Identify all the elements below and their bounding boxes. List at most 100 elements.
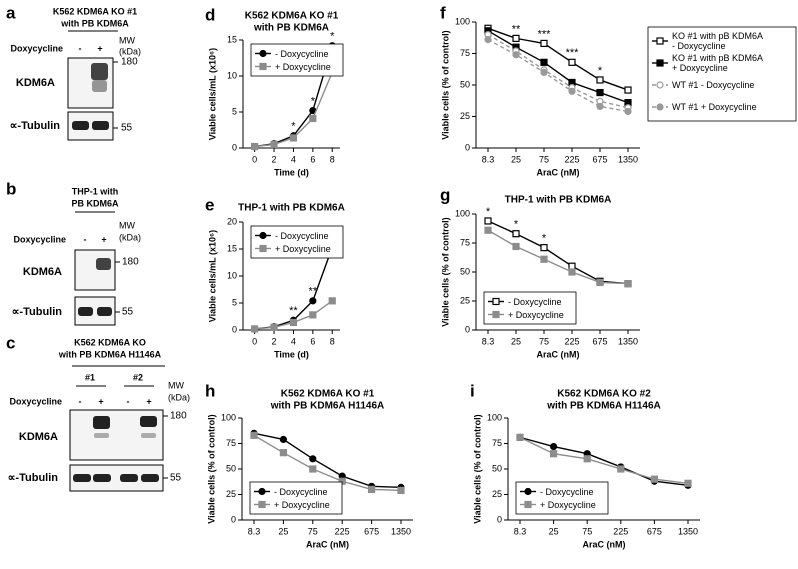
x-tick-label: 675 [592,336,607,346]
x-axis-label: AraC (nM) [306,539,349,549]
marker [512,230,520,238]
x-tick-label: 25 [278,526,288,536]
x-tick-label: 25 [549,526,559,536]
clone-label: #2 [133,372,143,382]
mw-marker: 55 [170,473,182,484]
treatment-label: Doxycycline [13,234,66,244]
x-tick-label: 2 [272,336,277,346]
band [93,474,111,482]
legend-label: - Doxycycline [274,486,328,497]
marker [596,278,604,287]
marker [259,49,267,58]
legend-text-box: + Doxycycline [275,244,331,254]
x-axis-label: AraC (nM) [537,167,580,177]
x-tick-label: 225 [613,526,628,536]
lane-label: - [79,43,82,53]
y-tick-label: 75 [492,438,502,448]
marker [512,242,520,251]
y-axis-label: Viable cells/mL (x10⁶) [207,48,217,140]
marker [270,140,278,148]
y-tick-label: 15 [227,243,237,253]
legend-box [250,43,344,77]
x-tick-label: 6 [310,154,315,164]
chart-title: with PB KDM6A H1146A [546,401,661,412]
blot-title: K562 KDM6A KO [74,337,146,347]
significance: ** [289,305,298,317]
y-tick-label: 10 [227,270,237,280]
marker [279,435,287,444]
clone-label: #1 [85,372,95,382]
mw-marker: 55 [122,307,134,318]
series-line [487,39,629,113]
legend-text-box: - Doxycycline [275,231,329,241]
y-axis-label: Viable cells (% of control) [440,217,450,326]
y-axis-label: Viable cells (% of control) [472,414,482,523]
significance: * [542,233,547,245]
y-tick-label: 100 [455,16,470,26]
y-tick-label: 5 [232,297,237,307]
legend-text-box: - Doxycycline [540,487,594,497]
mw-label: MW [119,220,135,230]
marker [656,59,664,67]
panel-letter: i [470,381,475,400]
panel-letter: f [440,3,446,22]
marker [568,268,576,276]
band [94,433,109,438]
legend-text-box: + Doxycycline [508,309,564,320]
y-tick-label: 25 [226,489,236,499]
marker [540,68,548,77]
x-tick-label: 225 [564,154,579,164]
legend-label: - Doxycycline [275,48,329,59]
panel-letter: e [205,195,214,214]
marker [568,58,576,66]
marker [596,88,604,97]
blot-title: K562 KDM6A KO #1 [53,6,137,16]
legend-text-box: KO #1 with pB KDM6A + Doxycycline [672,53,763,73]
legend-text-box: + Doxycycline [275,62,331,72]
marker [492,297,500,306]
lane-label: + [101,234,106,244]
band [92,121,109,130]
marker [540,255,548,263]
marker [397,486,405,495]
series-line [487,229,629,285]
band [93,416,110,429]
series-line [487,27,629,91]
mw-marker: 180 [122,257,139,268]
x-tick-label: 8.3 [482,336,495,346]
x-tick-label: 4 [291,154,296,164]
y-tick-label: 50 [492,463,502,473]
x-tick-label: 4 [291,336,296,346]
protein-label: ∝-Tubulin [10,120,61,132]
legend-box [515,481,609,515]
significance: * [291,121,296,133]
panel-letter: a [6,3,16,22]
protein-label: ∝-Tubulin [12,306,63,318]
marker [259,62,267,71]
mw-label: MW [168,380,184,390]
protein-label: ∝-Tubulin [8,472,59,484]
band [96,258,111,270]
x-tick-label: 75 [539,336,549,346]
x-tick-label: 675 [364,526,379,536]
blot-title: PB KDM6A [71,198,119,208]
blot-panel-c: c K562 KDM6A KO with PB KDM6A H1146A #1 … [6,333,190,492]
mw-label: MW [119,35,135,45]
legend-label: - Doxycycline [508,296,562,307]
legend-text-box: + Doxycycline [540,500,596,510]
y-tick-label: 50 [226,463,236,473]
legend-label: + Doxycycline [508,309,564,320]
series-line [519,436,689,484]
blot-panel-b: b THP-1 with PB KDM6A Doxycycline - + MW… [6,179,141,326]
marker [624,280,632,288]
lane-label: + [98,396,103,406]
band [97,307,112,316]
y-tick-label: 100 [221,412,236,422]
marker [309,455,317,463]
lane-label: + [146,396,151,406]
marker [568,262,576,270]
x-tick-label: 1350 [618,336,638,346]
significance: * [311,95,316,107]
